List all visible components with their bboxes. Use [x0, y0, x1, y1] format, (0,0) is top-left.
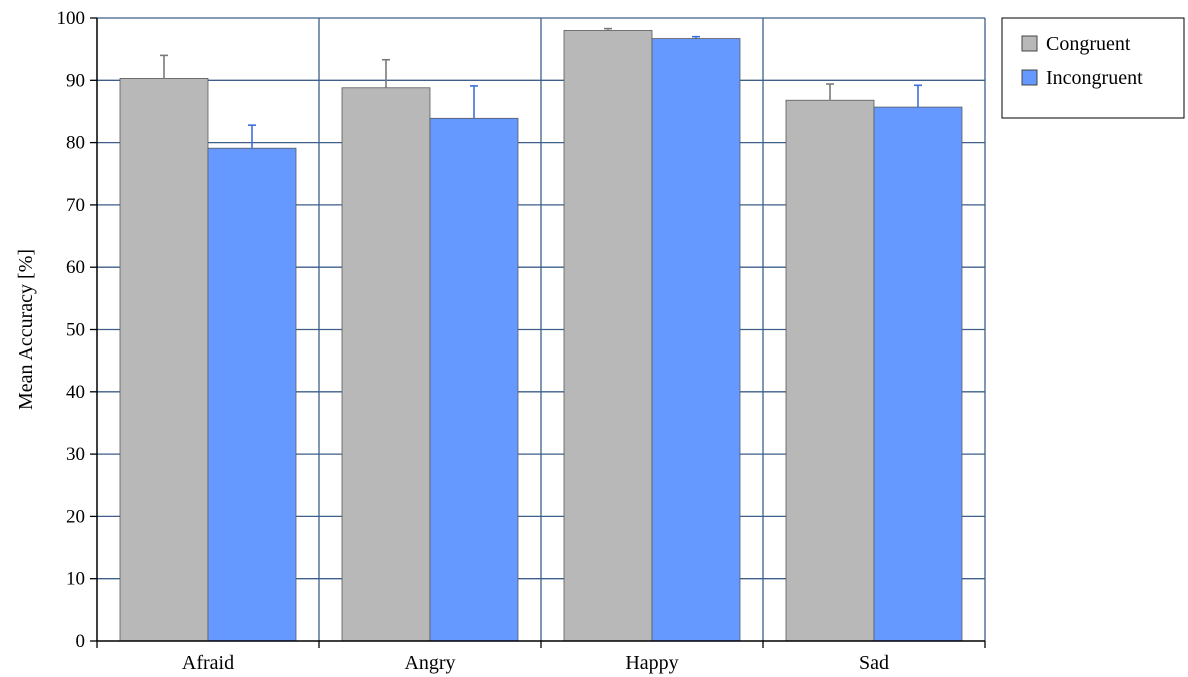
legend-swatch-congruent	[1021, 35, 1038, 52]
bar-incongruent-afraid	[207, 147, 297, 642]
y-tick-label: 50	[66, 320, 85, 341]
y-tick-label: 10	[66, 569, 85, 590]
bars	[119, 30, 963, 642]
bar-congruent-happy	[563, 30, 653, 642]
x-tick-label: Afraid	[182, 652, 234, 674]
y-tick-label: 90	[66, 70, 85, 91]
bar-congruent-sad	[785, 99, 875, 642]
y-tick-label: 40	[66, 382, 85, 403]
y-tick-label: 30	[66, 444, 85, 465]
bar-congruent-afraid	[119, 78, 209, 642]
legend-box	[1001, 17, 1185, 119]
y-tick-label: 100	[57, 8, 86, 29]
y-axis-ticks: 0 10 20 30 40 50 60 70 80 90 100	[57, 8, 97, 652]
legend: Congruent Incongruent	[1001, 17, 1185, 119]
bar-incongruent-happy	[651, 38, 741, 642]
x-axis-category-labels: Afraid Angry Happy Sad	[182, 652, 889, 674]
legend-label-incongruent: Incongruent	[1046, 67, 1143, 89]
error-bars	[160, 27, 922, 149]
x-tick-label: Happy	[625, 652, 678, 674]
legend-swatch-incongruent	[1021, 69, 1038, 86]
y-tick-label: 80	[66, 133, 85, 154]
legend-label-congruent: Congruent	[1046, 33, 1131, 55]
y-tick-label: 20	[66, 506, 85, 527]
x-tick-label: Sad	[859, 652, 889, 674]
y-axis-title: Mean Accuracy [%]	[15, 249, 37, 410]
bar-congruent-angry	[341, 87, 431, 642]
x-tick-label: Angry	[404, 652, 455, 674]
y-tick-label: 70	[66, 195, 85, 216]
bar-incongruent-sad	[873, 106, 963, 642]
y-tick-label: 0	[76, 631, 86, 652]
y-tick-label: 60	[66, 257, 85, 278]
bar-incongruent-angry	[429, 117, 519, 642]
